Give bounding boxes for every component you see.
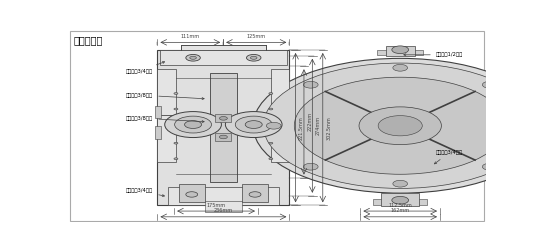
Circle shape <box>269 142 273 144</box>
Circle shape <box>269 93 273 94</box>
Text: 液体出口1/2英寸: 液体出口1/2英寸 <box>404 52 463 57</box>
Circle shape <box>245 121 262 128</box>
Circle shape <box>219 135 227 139</box>
Circle shape <box>251 56 257 59</box>
Circle shape <box>219 117 227 120</box>
Circle shape <box>294 77 506 174</box>
Bar <box>155 106 161 118</box>
Text: 112.5mm: 112.5mm <box>388 203 412 208</box>
Bar <box>155 126 161 138</box>
Bar <box>377 50 386 55</box>
Text: 302.5mm: 302.5mm <box>326 116 331 139</box>
Text: 274mm: 274mm <box>316 116 321 135</box>
Circle shape <box>392 196 409 204</box>
Circle shape <box>235 116 272 133</box>
Text: 162mm: 162mm <box>390 208 410 213</box>
Circle shape <box>393 180 408 187</box>
Text: 236mm: 236mm <box>214 208 233 213</box>
Bar <box>271 69 289 115</box>
Circle shape <box>165 112 221 137</box>
Circle shape <box>186 192 198 197</box>
Bar <box>160 50 287 65</box>
Text: 液体出口3/4英寸: 液体出口3/4英寸 <box>126 188 165 197</box>
Circle shape <box>482 81 497 88</box>
Circle shape <box>190 56 197 59</box>
Bar <box>205 201 242 211</box>
Bar <box>419 199 428 205</box>
Circle shape <box>264 63 537 188</box>
Bar <box>381 193 419 206</box>
Circle shape <box>174 116 212 133</box>
Text: 气源进口3/8英寸: 气源进口3/8英寸 <box>126 93 204 100</box>
Bar <box>242 184 268 202</box>
Circle shape <box>303 81 318 88</box>
Circle shape <box>185 121 201 128</box>
Circle shape <box>393 64 408 71</box>
Circle shape <box>249 192 261 197</box>
Bar <box>179 184 205 202</box>
Bar <box>415 50 423 55</box>
Circle shape <box>482 163 497 170</box>
Bar <box>386 46 415 57</box>
Bar <box>373 199 381 205</box>
Circle shape <box>174 142 178 144</box>
Text: 175mm: 175mm <box>206 203 226 208</box>
Text: 液体出口3/4英寸: 液体出口3/4英寸 <box>434 150 463 164</box>
Circle shape <box>359 107 441 145</box>
Circle shape <box>186 55 200 61</box>
Text: 液体出口3/4英寸: 液体出口3/4英寸 <box>126 62 165 74</box>
Circle shape <box>378 116 422 136</box>
Circle shape <box>266 122 281 129</box>
Text: 气源进口3/8英寸: 气源进口3/8英寸 <box>126 116 204 123</box>
Bar <box>210 73 237 182</box>
Bar <box>271 115 289 162</box>
Circle shape <box>253 58 540 193</box>
Circle shape <box>174 93 178 94</box>
Circle shape <box>174 108 178 110</box>
Text: 221.5mm: 221.5mm <box>299 116 304 139</box>
Circle shape <box>246 55 261 61</box>
Circle shape <box>269 158 273 160</box>
Circle shape <box>303 163 318 170</box>
Circle shape <box>519 122 534 129</box>
Circle shape <box>392 46 409 54</box>
Circle shape <box>225 112 282 137</box>
Text: 安装尺寸图: 安装尺寸图 <box>74 36 103 46</box>
Bar <box>158 50 289 205</box>
Circle shape <box>174 158 178 160</box>
Text: 111mm: 111mm <box>181 34 200 39</box>
Bar <box>215 133 231 141</box>
Circle shape <box>269 108 273 110</box>
Text: 222mm: 222mm <box>307 112 312 131</box>
Bar <box>215 115 231 122</box>
Bar <box>181 45 266 50</box>
Bar <box>168 187 279 205</box>
Bar <box>158 69 176 115</box>
Text: 125mm: 125mm <box>247 34 266 39</box>
Bar <box>158 115 176 162</box>
